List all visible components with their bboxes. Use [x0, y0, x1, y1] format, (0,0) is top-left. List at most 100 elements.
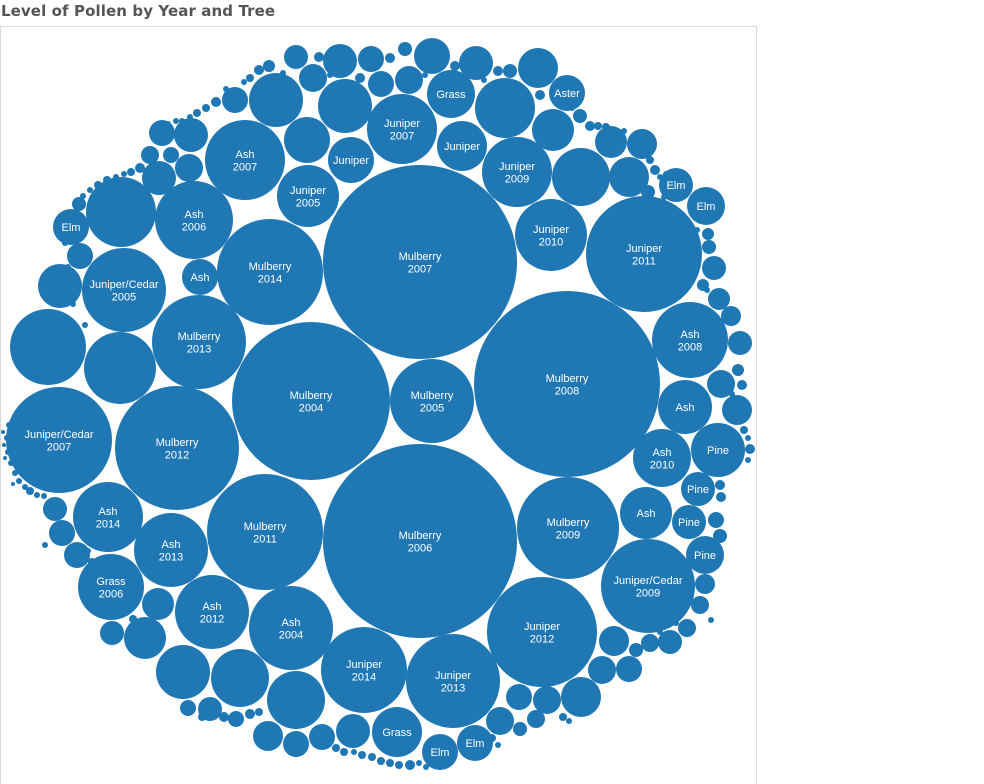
bubble-circle[interactable]: [702, 240, 716, 254]
bubble-circle[interactable]: [641, 634, 659, 652]
bubble[interactable]: [395, 761, 403, 769]
bubble-circle[interactable]: [219, 712, 229, 722]
bubble-circle[interactable]: [616, 656, 642, 682]
bubble-circle[interactable]: [318, 79, 372, 133]
bubble[interactable]: [725, 427, 731, 433]
bubble-circle[interactable]: [704, 287, 710, 293]
bubble[interactable]: [314, 52, 324, 62]
bubble-circle[interactable]: [694, 227, 700, 233]
bubble[interactable]: Ash 2006: [155, 181, 233, 259]
bubble[interactable]: [246, 74, 254, 82]
bubble-circle[interactable]: [228, 711, 244, 727]
bubble-circle[interactable]: [459, 46, 493, 80]
bubble-circle[interactable]: [517, 477, 619, 579]
bubble[interactable]: [318, 79, 372, 133]
bubble[interactable]: [737, 380, 747, 390]
bubble-circle[interactable]: [355, 73, 365, 83]
bubble-circle[interactable]: [495, 742, 501, 748]
bubble[interactable]: [422, 72, 428, 78]
bubble[interactable]: [522, 75, 528, 81]
bubble-circle[interactable]: [672, 505, 706, 539]
bubble[interactable]: Juniper 2009: [482, 137, 552, 207]
bubble[interactable]: Mulberry 2014: [217, 219, 323, 325]
bubble-circle[interactable]: [522, 75, 528, 81]
bubble-circle[interactable]: [149, 120, 175, 146]
bubble[interactable]: [702, 256, 726, 280]
bubble-circle[interactable]: [627, 129, 657, 159]
bubble[interactable]: Ash 2014: [73, 482, 143, 552]
bubble-circle[interactable]: [707, 370, 735, 398]
bubble-circle[interactable]: [3, 456, 7, 460]
bubble[interactable]: [267, 671, 325, 729]
bubble[interactable]: Elm: [457, 725, 493, 761]
bubble-circle[interactable]: [336, 714, 370, 748]
bubble[interactable]: Juniper 2005: [277, 165, 339, 227]
bubble[interactable]: [745, 444, 755, 454]
bubble[interactable]: Ash 2007: [205, 120, 285, 200]
bubble-circle[interactable]: [1, 430, 5, 434]
bubble-circle[interactable]: [708, 617, 714, 623]
bubble-circle[interactable]: [142, 161, 176, 195]
bubble-circle[interactable]: [73, 482, 143, 552]
bubble[interactable]: [5, 449, 11, 455]
bubble[interactable]: [493, 66, 503, 76]
bubble-circle[interactable]: [601, 539, 695, 633]
bubble-circle[interactable]: [340, 748, 348, 756]
bubble-circle[interactable]: [358, 751, 366, 759]
bubble-circle[interactable]: [198, 713, 206, 721]
bubble[interactable]: [405, 760, 415, 770]
bubble-circle[interactable]: [713, 529, 727, 543]
bubble[interactable]: Grass 2006: [78, 554, 144, 620]
bubble-circle[interactable]: [62, 240, 68, 246]
bubble[interactable]: [459, 46, 493, 80]
bubble[interactable]: [340, 748, 348, 756]
bubble-circle[interactable]: [506, 684, 532, 710]
bubble-circle[interactable]: [715, 480, 725, 490]
bubble[interactable]: [173, 118, 179, 124]
bubble-circle[interactable]: [43, 497, 67, 521]
bubble-circle[interactable]: [673, 620, 679, 626]
bubble[interactable]: [641, 634, 659, 652]
bubble-circle[interactable]: [6, 422, 12, 428]
bubble[interactable]: [129, 615, 137, 623]
bubble[interactable]: [745, 457, 751, 463]
bubble[interactable]: Grass: [372, 707, 422, 757]
bubble[interactable]: [621, 128, 627, 134]
bubble-circle[interactable]: [730, 429, 736, 435]
bubble[interactable]: Ash: [182, 259, 218, 295]
bubble-circle[interactable]: [73, 210, 79, 216]
bubble[interactable]: [332, 744, 340, 752]
bubble-circle[interactable]: [527, 710, 545, 728]
bubble-circle[interactable]: [42, 542, 48, 548]
bubble[interactable]: [103, 176, 111, 184]
bubble-circle[interactable]: [716, 492, 726, 502]
bubble-circle[interactable]: [16, 478, 22, 484]
bubble[interactable]: Pine: [686, 536, 724, 574]
bubble[interactable]: [722, 395, 752, 425]
bubble[interactable]: [450, 61, 460, 71]
bubble-circle[interactable]: [328, 137, 374, 183]
bubble[interactable]: [532, 109, 574, 151]
bubble[interactable]: [67, 243, 93, 269]
bubble-circle[interactable]: [70, 301, 76, 307]
bubble-circle[interactable]: [124, 617, 166, 659]
bubble-circle[interactable]: [222, 87, 248, 113]
bubble-circle[interactable]: [207, 474, 323, 590]
bubble-circle[interactable]: [657, 174, 663, 180]
bubble[interactable]: Mulberry 2004: [232, 322, 390, 480]
bubble-circle[interactable]: [386, 759, 394, 767]
bubble-circle[interactable]: [246, 74, 254, 82]
bubble-circle[interactable]: [6, 387, 112, 493]
bubble-circle[interactable]: [182, 259, 218, 295]
bubble-circle[interactable]: [175, 154, 203, 182]
bubble[interactable]: [26, 487, 34, 495]
bubble[interactable]: [673, 620, 679, 626]
bubble[interactable]: [602, 123, 610, 131]
bubble[interactable]: [561, 677, 601, 717]
bubble[interactable]: Juniper 2013: [406, 634, 500, 728]
bubble[interactable]: [187, 114, 193, 120]
bubble[interactable]: [42, 542, 48, 548]
bubble[interactable]: [661, 194, 667, 200]
bubble[interactable]: [22, 484, 28, 490]
bubble-circle[interactable]: [2, 443, 6, 447]
